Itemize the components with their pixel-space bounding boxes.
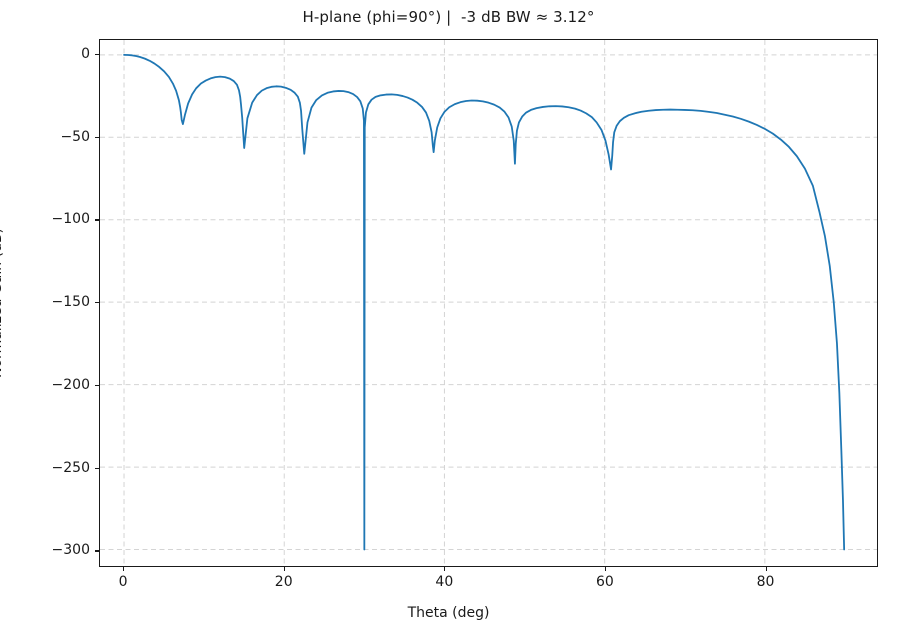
- chart-title: H-plane (phi=90°) | -3 dB BW ≈ 3.12°: [302, 8, 595, 26]
- x-axis-label: Theta (deg): [407, 605, 490, 621]
- y-tick-mark: [95, 302, 99, 304]
- y-tick-mark: [95, 219, 99, 221]
- y-axis-label: Normalized Gain (dB): [0, 228, 5, 378]
- y-tick-label: −100: [51, 211, 90, 228]
- x-tick-mark: [604, 567, 607, 571]
- x-tick-mark: [765, 567, 767, 571]
- y-tick-mark: [95, 136, 99, 138]
- y-tick-label: −300: [51, 542, 90, 559]
- x-tick-mark: [444, 567, 446, 571]
- y-tick-mark: [95, 467, 99, 469]
- y-tick-label: −50: [60, 128, 90, 145]
- y-tick-label: −250: [51, 459, 90, 476]
- gain-curve: [100, 40, 877, 566]
- x-tick-mark: [123, 567, 125, 571]
- x-tick-label: 0: [118, 574, 128, 590]
- x-tick-label: 80: [756, 574, 775, 590]
- x-tick-label: 60: [596, 574, 614, 590]
- x-tick-label: 40: [435, 574, 454, 590]
- x-tick-label: 20: [274, 574, 293, 590]
- x-tick-mark: [283, 567, 285, 571]
- y-tick-label: −200: [51, 376, 90, 393]
- plot-area: [99, 39, 878, 567]
- y-tick-mark: [95, 384, 99, 387]
- y-tick-label: −150: [51, 294, 90, 311]
- y-tick-mark: [95, 53, 99, 55]
- y-tick-label: 0: [81, 45, 90, 62]
- y-tick-mark: [95, 550, 99, 552]
- gridlines: [100, 40, 877, 566]
